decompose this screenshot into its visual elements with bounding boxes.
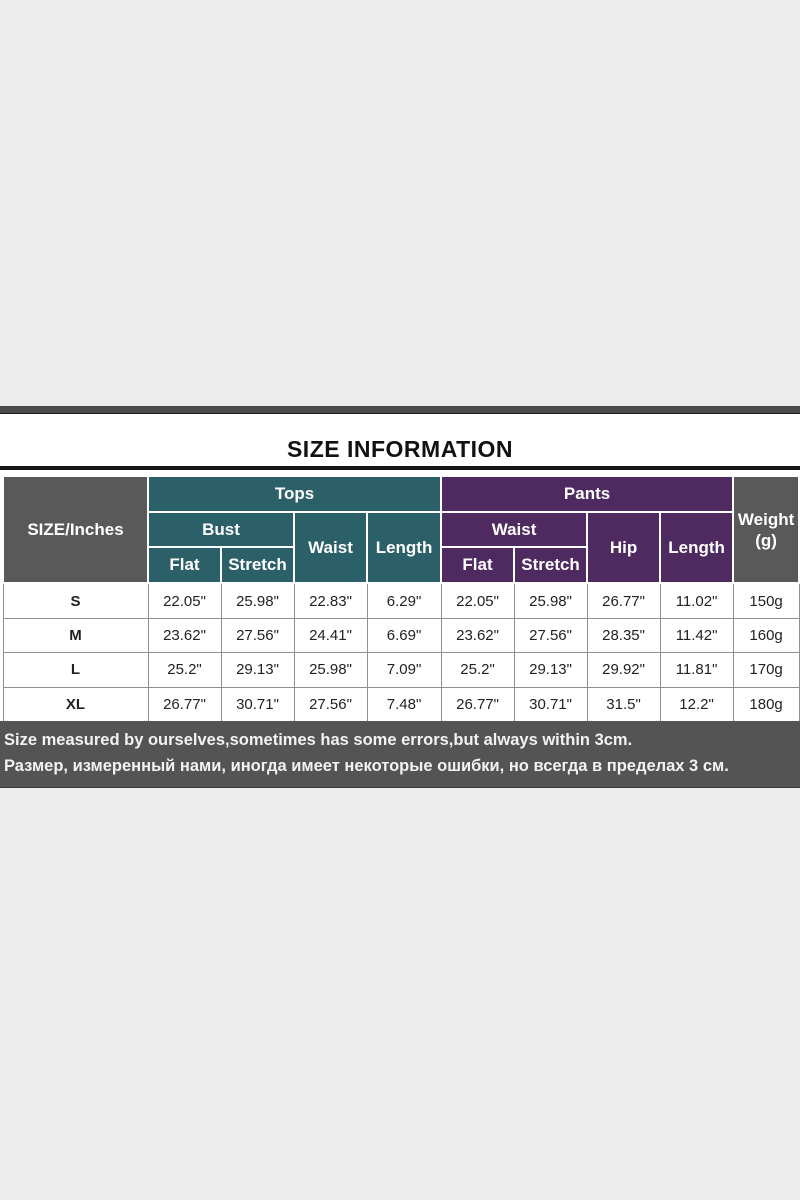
size-label-cell: S bbox=[2, 582, 149, 619]
measurement-cell: 29.92" bbox=[586, 651, 661, 688]
table-row-xl: XL 26.77" 30.71" 27.56" 7.48" 26.77" 30.… bbox=[2, 686, 800, 722]
weight-cell: 170g bbox=[732, 651, 800, 688]
pants-length-header: Length bbox=[659, 511, 735, 585]
size-table: SIZE/Inches Tops Pants Weight (g) Bust W… bbox=[2, 475, 800, 722]
size-label-cell: L bbox=[2, 651, 149, 688]
measurement-cell: 24.41" bbox=[293, 617, 368, 653]
disclaimer-en: Size measured by ourselves,sometimes has… bbox=[4, 731, 633, 749]
measurement-cell: 25.2" bbox=[147, 651, 222, 688]
measurement-cell: 7.48" bbox=[366, 686, 442, 722]
measurement-cell: 30.71" bbox=[513, 686, 588, 722]
weight-header: Weight (g) bbox=[732, 475, 800, 585]
size-label-cell: XL bbox=[2, 686, 149, 722]
top-divider-bar bbox=[0, 406, 800, 414]
disclaimer-band: Size measured by ourselves,sometimes has… bbox=[0, 721, 800, 788]
measurement-cell: 28.35" bbox=[586, 617, 661, 653]
weight-header-line2: (g) bbox=[755, 530, 777, 550]
measurement-cell: 22.83" bbox=[293, 582, 368, 619]
size-label-cell: M bbox=[2, 617, 149, 653]
tops-flat-header: Flat bbox=[147, 546, 222, 585]
measurement-cell: 22.05" bbox=[440, 582, 515, 619]
table-row-l: L 25.2" 29.13" 25.98" 7.09" 25.2" 29.13"… bbox=[2, 651, 800, 688]
pants-group-header: Pants bbox=[440, 475, 735, 514]
measurement-cell: 11.42" bbox=[659, 617, 734, 653]
measurement-cell: 25.98" bbox=[293, 651, 368, 688]
disclaimer-ru: Размер, измеренный нами, иногда имеет не… bbox=[4, 756, 729, 775]
measurement-cell: 26.77" bbox=[147, 686, 222, 722]
measurement-cell: 30.71" bbox=[220, 686, 295, 722]
measurement-cell: 25.98" bbox=[513, 582, 588, 619]
weight-header-line1: Weight bbox=[737, 509, 795, 529]
measurement-cell: 12.2" bbox=[659, 686, 734, 722]
measurement-cell: 6.69" bbox=[366, 617, 442, 653]
tops-waist-header: Waist bbox=[293, 511, 368, 585]
table-row-s: S 22.05" 25.98" 22.83" 6.29" 22.05" 25.9… bbox=[2, 582, 800, 619]
tops-stretch-header: Stretch bbox=[220, 546, 295, 585]
measurement-cell: 27.56" bbox=[220, 617, 295, 653]
size-inches-header: SIZE/Inches bbox=[2, 475, 149, 585]
measurement-cell: 25.2" bbox=[440, 651, 515, 688]
weight-cell: 150g bbox=[732, 582, 800, 619]
measurement-cell: 29.13" bbox=[220, 651, 295, 688]
pants-stretch-header: Stretch bbox=[513, 546, 589, 585]
weight-cell: 160g bbox=[732, 617, 800, 653]
pants-waist-header: Waist bbox=[440, 511, 589, 549]
hip-header: Hip bbox=[586, 511, 662, 585]
measurement-cell: 6.29" bbox=[366, 582, 442, 619]
page-title: SIZE INFORMATION bbox=[286, 436, 514, 462]
measurement-cell: 29.13" bbox=[513, 651, 588, 688]
measurement-cell: 7.09" bbox=[366, 651, 442, 688]
table-row-m: M 23.62" 27.56" 24.41" 6.69" 23.62" 27.5… bbox=[2, 617, 800, 653]
measurement-cell: 11.81" bbox=[659, 651, 734, 688]
pants-flat-header: Flat bbox=[440, 546, 516, 585]
measurement-cell: 26.77" bbox=[586, 582, 661, 619]
measurement-cell: 25.98" bbox=[220, 582, 295, 619]
weight-cell: 180g bbox=[732, 686, 800, 722]
tops-length-header: Length bbox=[365, 511, 443, 585]
measurement-cell: 26.77" bbox=[440, 686, 515, 722]
size-info-panel: SIZE INFORMATION SIZE/Inches Tops Pants … bbox=[0, 414, 800, 722]
bust-header: Bust bbox=[147, 511, 295, 549]
measurement-cell: 27.56" bbox=[293, 686, 368, 722]
measurement-cell: 23.62" bbox=[147, 617, 222, 653]
tops-group-header: Tops bbox=[146, 475, 443, 514]
measurement-cell: 11.02" bbox=[659, 582, 734, 619]
measurement-cell: 31.5" bbox=[586, 686, 661, 722]
title-underline bbox=[0, 466, 800, 471]
measurement-cell: 27.56" bbox=[513, 617, 588, 653]
measurement-cell: 23.62" bbox=[440, 617, 515, 653]
measurement-cell: 22.05" bbox=[147, 582, 222, 619]
